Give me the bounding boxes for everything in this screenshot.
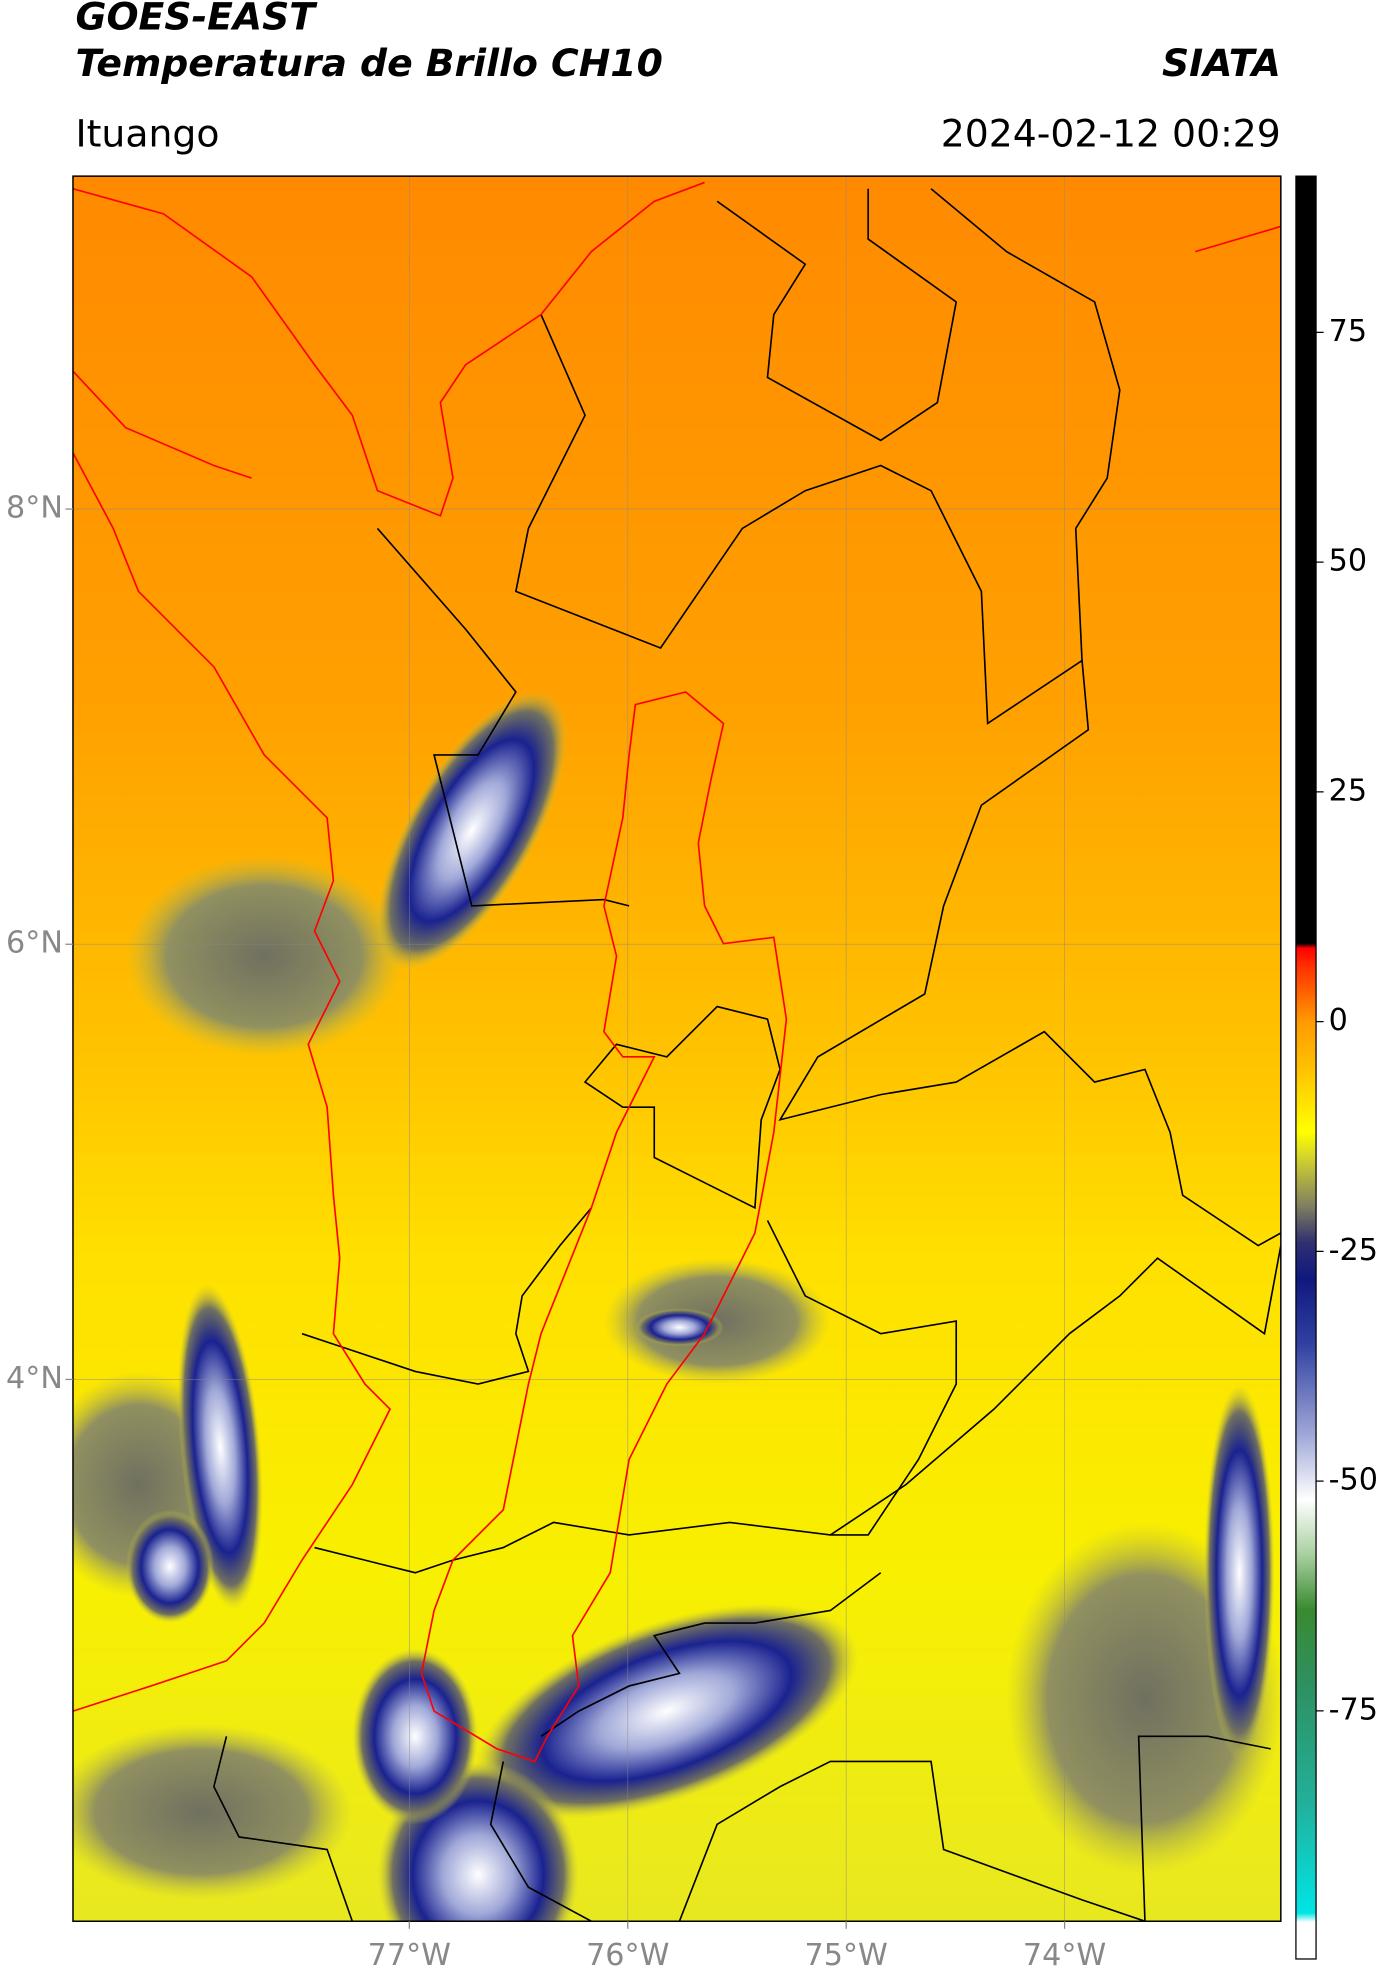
cloud xyxy=(1204,1383,1275,1762)
cloud xyxy=(125,1509,214,1624)
cloud xyxy=(475,1603,859,1819)
x-tick-label: 75°W xyxy=(804,1938,887,1973)
colorbar-tick-label: 75 xyxy=(1329,314,1367,349)
map-frame xyxy=(72,175,1282,1922)
y-tick-label: 4°N xyxy=(6,1361,63,1396)
cloud xyxy=(352,1648,479,1825)
colorbar-ticks: 75 50 25 0 -25 -50 -75 xyxy=(1316,314,1378,1727)
colorbar-tick-label: -75 xyxy=(1329,1692,1378,1727)
map-image xyxy=(72,176,1281,1922)
y-tick-label: 6°N xyxy=(6,926,63,961)
colorbar-tick-label: 50 xyxy=(1329,544,1367,579)
colorbar-tick-label: -50 xyxy=(1329,1463,1378,1498)
product: Temperatura de Brillo CH10 xyxy=(75,41,662,85)
borders xyxy=(213,188,1281,1922)
grid xyxy=(72,176,1281,1922)
haze xyxy=(72,1723,353,1900)
colorbar-tick-label: 0 xyxy=(1329,1003,1348,1038)
x-tick-label: 76°W xyxy=(586,1938,669,1973)
location: Ituango xyxy=(75,111,219,155)
colorbar-tick-label: 25 xyxy=(1329,773,1367,808)
satellite: GOES-EAST xyxy=(75,0,318,38)
x-tick-label: 77°W xyxy=(368,1938,451,1973)
cloud xyxy=(376,690,568,971)
haze xyxy=(125,855,403,1057)
x-tick-label: 74°W xyxy=(1023,1938,1106,1973)
colorbar-tick-label: -25 xyxy=(1329,1233,1378,1268)
y-tick-label: 8°N xyxy=(6,491,63,526)
datetime: 2024-02-12 00:29 xyxy=(941,111,1281,155)
cloud xyxy=(635,1308,724,1347)
agency: SIATA xyxy=(1162,41,1281,85)
map-axis-labels: 77°W 76°W 75°W 74°W 8°N 6°N 4°N xyxy=(6,491,1106,1973)
colorbar xyxy=(1295,175,1317,1960)
region-outline xyxy=(72,181,1281,1763)
